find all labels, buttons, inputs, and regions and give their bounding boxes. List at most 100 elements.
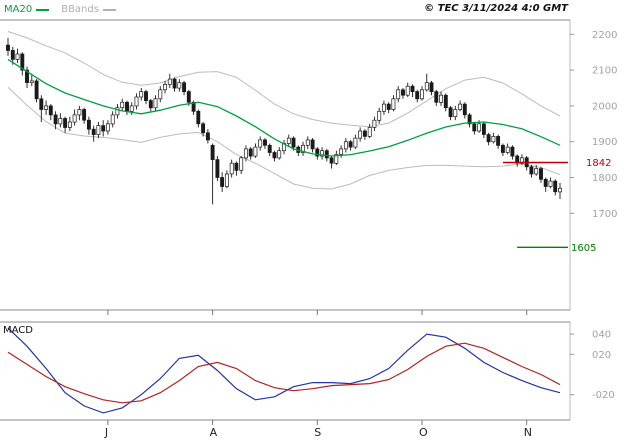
macd-tick-label: 020 [592,350,611,361]
candle-body [353,137,358,148]
candle-body [424,82,429,91]
y-tick-label: 1800 [592,173,617,184]
candle-body [25,69,29,83]
signal-line [7,342,561,404]
month-label: S [314,426,321,439]
candle-body [405,85,410,96]
candle-body [210,144,215,160]
candle-body [310,139,315,150]
candle-body [348,141,353,148]
candle-body [448,107,453,118]
candle-body [177,82,182,89]
candle-body [396,89,401,100]
candle-body [481,123,486,135]
candle-body [510,146,515,157]
legend-label-bbands: BBands [61,4,99,15]
candle-body [248,148,253,157]
macd-tick-label: -020 [592,390,615,401]
candle-body [72,114,77,123]
month-label: J [104,426,108,439]
candle-body [272,152,277,159]
candle-body [172,78,177,89]
candle-body [82,109,87,121]
candle-body [367,127,372,137]
candle-body [263,139,267,146]
candle-body [429,82,434,93]
candle-body [277,150,282,159]
candle-body [301,144,305,153]
candle-body [234,162,239,171]
candle-body [329,157,334,164]
bollinger-upper-line [7,31,561,128]
candle-body [34,80,39,100]
y-tick-label: 1700 [592,209,617,220]
candle-body [548,180,553,187]
candle-body [153,98,158,109]
candle-body [539,168,543,180]
candle-body [58,118,63,125]
candle-body [486,134,491,143]
candle-body [253,146,258,157]
candle-body [491,136,496,143]
candle-body [529,166,534,175]
legend-item-bbands: BBands [61,3,116,17]
candle-body [362,130,367,137]
candle-body [191,101,196,112]
candle-body [201,123,206,134]
candle-body [320,150,325,157]
candle-body [410,85,415,92]
candle-body [48,105,53,116]
candle-body [553,180,558,193]
macd-tick-label: 040 [592,330,611,341]
candle-body [258,139,263,148]
candle-body [96,125,101,135]
candle-body [63,118,68,128]
candle-body [343,141,348,150]
level-label: 1605 [571,243,596,254]
candle-body [472,123,477,132]
candle-body [500,144,505,153]
candle-body [415,91,420,100]
candle-body [381,103,386,112]
candle-body [401,89,405,96]
candle-body [144,91,148,101]
candle-body [167,78,172,85]
candle-body [196,110,201,125]
candle-body [220,177,225,187]
candle-body [186,91,191,103]
candle-body [10,50,15,60]
candle-body [44,105,49,110]
candle-body [305,139,310,146]
macd-panel-label: MACD [3,325,33,336]
candle-body [534,168,539,175]
candle-body [286,137,291,144]
candle-body [386,103,391,110]
candle-body [91,128,96,135]
candle-body [267,144,272,153]
candle-body [291,137,296,148]
candle-body [339,148,344,155]
candle-body [505,146,510,153]
ma20-line [7,58,561,157]
legend-item-ma20: MA20 [4,3,50,17]
candle-body [558,187,562,193]
y-tick-label: 2200 [592,30,617,41]
candle-body [334,153,339,164]
candle-body [467,114,472,125]
candle-body [543,178,548,187]
candle-body [39,98,44,110]
candle-body [86,119,91,130]
candle-body [443,94,448,109]
candle-body [139,91,144,98]
candle-body [105,123,110,132]
y-tick-label: 2000 [592,101,617,112]
candle-body [372,119,377,128]
candle-body [6,44,10,51]
legend-label-ma20: MA20 [4,4,33,15]
candle-body [163,84,167,91]
candle-body [439,94,443,103]
candle-body [115,107,120,116]
candle-body [315,148,320,157]
candle-body [239,157,244,171]
